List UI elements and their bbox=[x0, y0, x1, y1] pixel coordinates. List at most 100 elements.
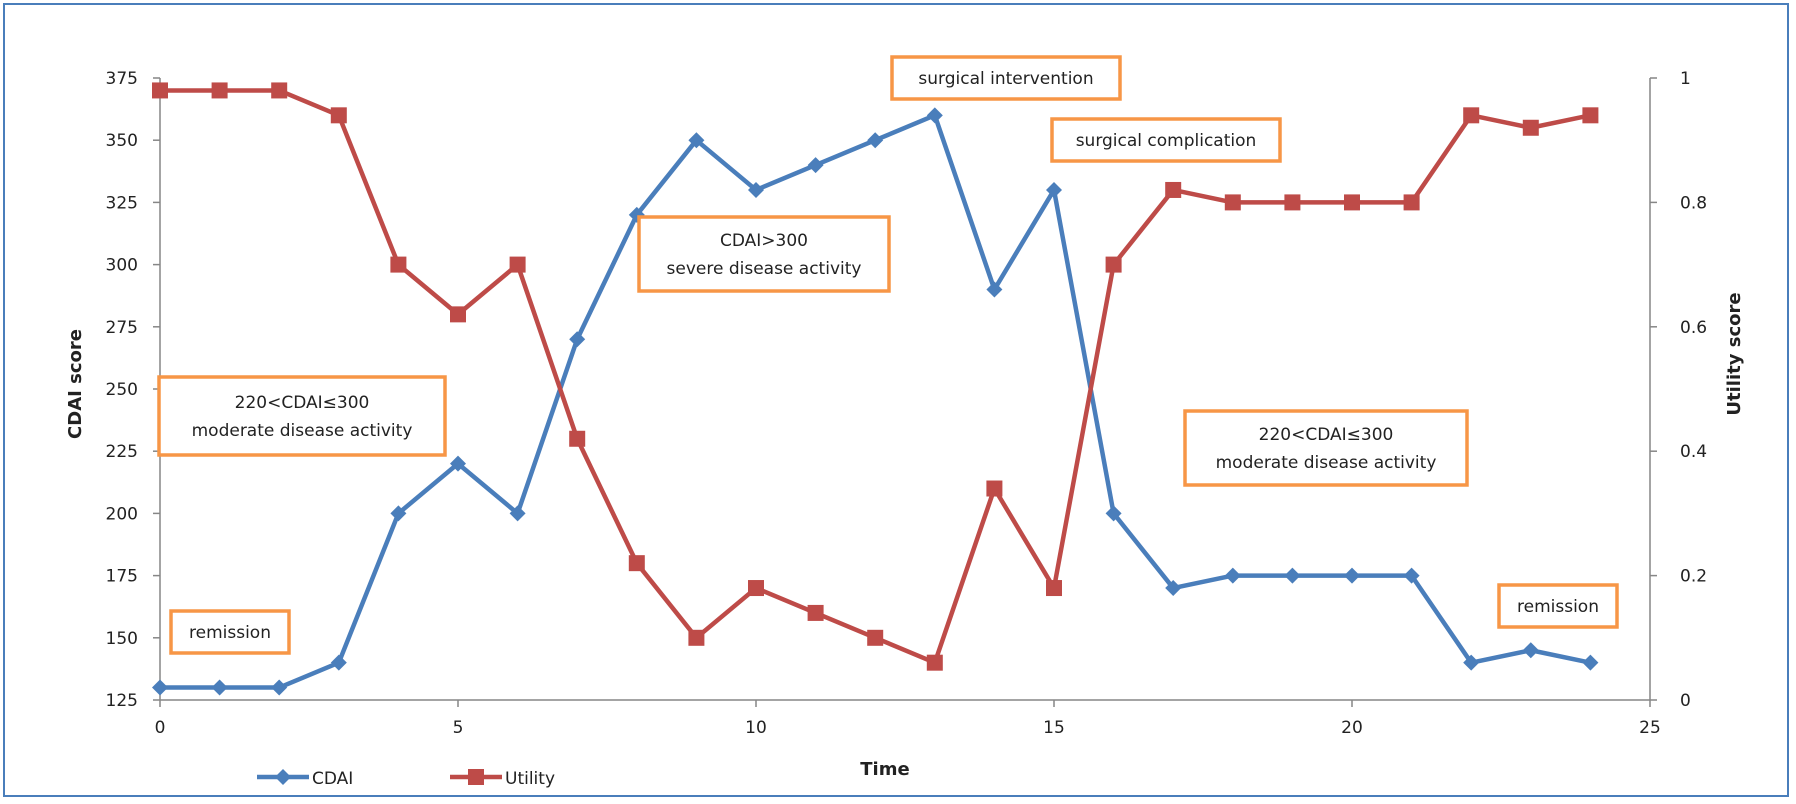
axes: 12515017520022525027530032535037500.20.4… bbox=[106, 69, 1708, 738]
legend: CDAI Utility bbox=[257, 769, 555, 789]
data-point-cdai bbox=[1224, 567, 1241, 584]
data-point-cdai bbox=[450, 455, 466, 472]
line-chart: 12515017520022525027530032535037500.20.4… bbox=[65, 55, 1745, 789]
data-point-utility bbox=[1522, 119, 1539, 136]
annotation-text: surgical intervention bbox=[918, 69, 1093, 89]
data-point-cdai bbox=[986, 281, 1003, 298]
data-point-cdai bbox=[1105, 505, 1122, 522]
data-point-utility bbox=[867, 629, 884, 646]
data-point-cdai bbox=[807, 157, 824, 174]
y-tick-label: 350 bbox=[106, 131, 138, 151]
data-point-cdai bbox=[688, 132, 705, 149]
annotation-border bbox=[637, 215, 891, 293]
series-layer bbox=[152, 82, 1599, 696]
data-point-utility bbox=[1403, 194, 1420, 211]
series-cdai bbox=[152, 107, 1599, 696]
x-tick-label: 0 bbox=[155, 718, 166, 738]
data-point-utility bbox=[926, 654, 943, 671]
data-point-cdai bbox=[926, 107, 943, 124]
y2-tick-label: 0.6 bbox=[1680, 318, 1707, 338]
data-point-utility bbox=[807, 604, 824, 621]
annotation-box: CDAI>300 severe disease activity bbox=[637, 215, 891, 293]
y-tick-label: 175 bbox=[106, 567, 138, 587]
data-point-utility bbox=[271, 82, 288, 99]
y2-axis-title: Utility score bbox=[1724, 292, 1745, 415]
annotation-text: 220<CDAI≤300 bbox=[235, 393, 370, 413]
annotation-border bbox=[1183, 409, 1469, 487]
annotation-box: 220<CDAI≤300 moderate disease activity bbox=[157, 375, 447, 457]
annotation-text: CDAI>300 bbox=[720, 231, 808, 251]
annotation-box: remission bbox=[1497, 583, 1619, 629]
series-utility bbox=[152, 82, 1599, 671]
y-tick-label: 150 bbox=[106, 629, 138, 649]
annotation-border bbox=[157, 375, 447, 457]
data-point-utility bbox=[688, 629, 705, 646]
data-point-cdai bbox=[1522, 642, 1539, 659]
y-axis-title: CDAI score bbox=[65, 329, 86, 439]
data-point-cdai bbox=[867, 132, 884, 149]
data-point-utility bbox=[1344, 194, 1360, 211]
x-axis-title: Time bbox=[860, 759, 909, 780]
data-point-utility bbox=[1284, 194, 1301, 211]
annotation-text: moderate disease activity bbox=[1216, 453, 1437, 473]
x-tick-label: 10 bbox=[745, 718, 767, 738]
y2-tick-label: 1 bbox=[1680, 69, 1691, 89]
data-point-cdai bbox=[152, 679, 168, 696]
chart-frame: 125 150 175 200 225 250 275 300 325 350 375 0 0.2 0.4… bbox=[3, 3, 1789, 797]
data-point-cdai bbox=[1284, 567, 1301, 584]
data-point-cdai bbox=[748, 181, 764, 198]
data-point-utility bbox=[748, 580, 764, 597]
data-point-cdai bbox=[390, 505, 407, 522]
annotation-border bbox=[1050, 117, 1282, 163]
data-point-utility bbox=[152, 82, 168, 99]
y-tick-label: 125 bbox=[106, 691, 138, 711]
annotation-text: severe disease activity bbox=[667, 259, 862, 279]
data-point-cdai bbox=[1463, 654, 1480, 671]
data-point-utility bbox=[509, 256, 526, 273]
annotation-border bbox=[890, 55, 1122, 101]
data-point-utility bbox=[390, 256, 407, 273]
data-point-cdai bbox=[1046, 181, 1062, 198]
data-point-cdai bbox=[1582, 654, 1599, 671]
y-tick-label: 250 bbox=[106, 380, 138, 400]
annotation-text: remission bbox=[1517, 597, 1599, 617]
y2-tick-label: 0.8 bbox=[1680, 193, 1707, 213]
y-tick-label: 375 bbox=[106, 69, 138, 89]
y2-tick-label: 0.4 bbox=[1680, 442, 1707, 462]
y-tick-label: 300 bbox=[106, 256, 138, 276]
data-point-utility bbox=[1224, 194, 1241, 211]
annotation-text: surgical complication bbox=[1076, 131, 1257, 151]
data-point-utility bbox=[330, 107, 347, 124]
annotation-box: surgical intervention bbox=[890, 55, 1122, 101]
annotation-text: moderate disease activity bbox=[192, 421, 413, 441]
data-point-utility bbox=[450, 306, 466, 323]
data-point-utility bbox=[569, 430, 586, 447]
data-point-utility bbox=[211, 82, 228, 99]
data-point-cdai bbox=[1344, 567, 1360, 584]
y2-tick-label: 0 bbox=[1680, 691, 1691, 711]
data-point-utility bbox=[1463, 107, 1480, 124]
legend-cdai-marker bbox=[275, 769, 291, 785]
data-point-utility bbox=[1105, 256, 1122, 273]
data-point-utility bbox=[1582, 107, 1599, 124]
data-point-cdai bbox=[211, 679, 228, 696]
x-tick-label: 20 bbox=[1341, 718, 1363, 738]
annotation-border bbox=[1497, 583, 1619, 629]
data-point-utility bbox=[628, 555, 645, 572]
x-tick-label: 5 bbox=[453, 718, 464, 738]
data-point-utility bbox=[986, 480, 1003, 497]
annotation-text: 220<CDAI≤300 bbox=[1259, 425, 1394, 445]
data-point-utility bbox=[1165, 181, 1182, 198]
y-tick-label: 225 bbox=[106, 442, 138, 462]
data-point-cdai bbox=[330, 654, 347, 671]
y2-tick-label: 0.2 bbox=[1680, 567, 1707, 587]
annotation-box: 220<CDAI≤300 moderate disease activity bbox=[1183, 409, 1469, 487]
y-tick-label: 275 bbox=[106, 318, 138, 338]
annotations: surgical intervention surgical complicati… bbox=[157, 55, 1619, 655]
y-tick-label: 200 bbox=[106, 504, 138, 524]
annotation-box: surgical complication bbox=[1050, 117, 1282, 163]
annotation-box: remission bbox=[169, 609, 291, 655]
data-point-cdai bbox=[1403, 567, 1420, 584]
legend-utility-marker bbox=[468, 769, 484, 785]
legend-cdai-label: CDAI bbox=[312, 769, 353, 789]
